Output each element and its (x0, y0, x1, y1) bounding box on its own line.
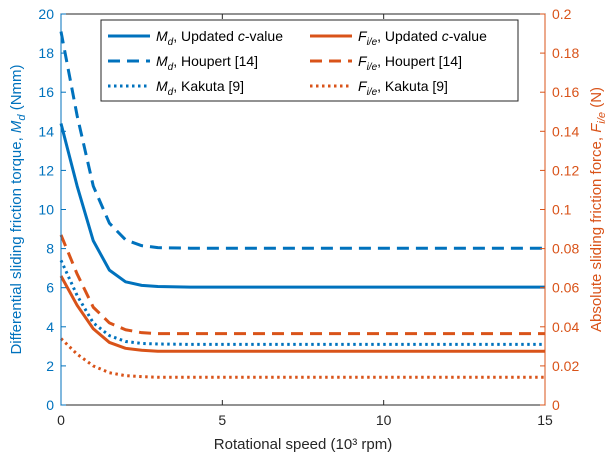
legend-entry: Fi/e, Updated c-value (358, 28, 487, 48)
x-tick-label: 0 (57, 412, 65, 428)
y-left-axis-label-unit: (Nmm) (8, 64, 25, 114)
legend-entry: Md, Updated c-value (156, 28, 283, 48)
legend-symbol: F (358, 78, 368, 94)
legend-label: , Houpert [14] (377, 53, 462, 69)
y-right-tick-label: 0.18 (552, 45, 579, 61)
legend-subscript: d (168, 87, 174, 98)
y-right-tick-label: 0.08 (552, 241, 579, 257)
legend-italic: c (442, 28, 449, 44)
y-right-axis-label-unit: (N) (588, 87, 605, 112)
y-right-axis-label-subscript: i/e (596, 112, 608, 124)
legend-subscript: d (168, 62, 174, 73)
y-left-axis-label: Differential sliding friction torque, Md… (8, 64, 28, 354)
legend-symbol: M (156, 28, 168, 44)
x-tick-label: 10 (376, 412, 392, 428)
legend-subscript: i/e (367, 87, 378, 98)
legend-entry: Fi/e, Kakuta [9] (358, 78, 448, 98)
legend-subscript: i/e (367, 62, 378, 73)
y-right-tick-label: 0.1 (552, 202, 572, 218)
y-left-tick-label: 18 (38, 45, 54, 61)
y-left-tick-label: 12 (38, 162, 54, 178)
legend-subscript: d (168, 37, 174, 48)
legend-tail: -value (449, 28, 487, 44)
series-line-3 (59, 259, 545, 346)
legend-label: , Kakuta [9] (377, 78, 448, 94)
axis-labels: Rotational speed (10³ rpm) Differential s… (8, 64, 608, 453)
y-left-tick-label: 8 (46, 241, 54, 257)
y-left-tick-label: 20 (38, 6, 54, 22)
y-left-tick-label: 6 (46, 280, 54, 296)
y-right-axis-label: Absolute sliding friction force, Fi/e (N… (588, 87, 608, 332)
y-left-axis-label-text: Differential sliding friction torque, (8, 133, 25, 355)
x-axis-label: Rotational speed (10³ rpm) (214, 436, 392, 453)
legend-symbol: F (358, 53, 368, 69)
x-tick-label: 15 (537, 412, 553, 428)
ticks-layer: 0 5 10 150246810121416182000.020.040.060.08… (38, 6, 579, 428)
legend-subscript: i/e (367, 37, 378, 48)
y-left-axis-label-symbol: M (8, 120, 25, 133)
series-line-2 (59, 31, 545, 250)
y-right-tick-label: 0.2 (552, 6, 572, 22)
legend-entry: Fi/e, Houpert [14] (358, 53, 462, 73)
y-right-axis-label-symbol: F (588, 123, 605, 133)
series-line-6 (59, 337, 545, 379)
y-left-tick-label: 4 (46, 319, 54, 335)
y-right-tick-label: 0.12 (552, 162, 579, 178)
y-right-tick-label: 0.16 (552, 84, 579, 100)
y-left-tick-label: 16 (38, 84, 54, 100)
legend-label: , Houpert [14] (173, 53, 258, 69)
y-right-tick-label: 0.06 (552, 280, 579, 296)
legend-label: , Updated (173, 28, 238, 44)
x-tick-label: 5 (218, 412, 226, 428)
series-line-1 (59, 123, 545, 289)
legend-entry: Md, Kakuta [9] (156, 78, 244, 98)
y-right-axis-label-text: Absolute sliding friction force, (588, 133, 605, 332)
legend-symbol: M (156, 78, 168, 94)
y-left-tick-label: 0 (46, 397, 54, 413)
series-line-4 (59, 275, 545, 353)
y-right-tick-label: 0.04 (552, 319, 579, 335)
legend-label: , Kakuta [9] (173, 78, 244, 94)
y-right-tick-label: 0.02 (552, 358, 579, 374)
series-layer (59, 31, 545, 379)
legend-italic: c (238, 28, 245, 44)
series-line-5 (59, 234, 545, 336)
legend-tail: -value (245, 28, 283, 44)
y-left-axis-label-subscript: d (16, 114, 28, 121)
legend-label: , Updated (377, 28, 442, 44)
legend-entry: Md, Houpert [14] (156, 53, 258, 73)
y-left-tick-label: 14 (38, 123, 54, 139)
legend-symbol: M (156, 53, 168, 69)
legend-box (100, 19, 519, 102)
y-left-tick-label: 2 (46, 358, 54, 374)
legend-symbol: F (358, 28, 368, 44)
y-right-tick-label: 0 (552, 397, 560, 413)
y-left-tick-label: 10 (38, 202, 54, 218)
y-right-tick-label: 0.14 (552, 123, 579, 139)
